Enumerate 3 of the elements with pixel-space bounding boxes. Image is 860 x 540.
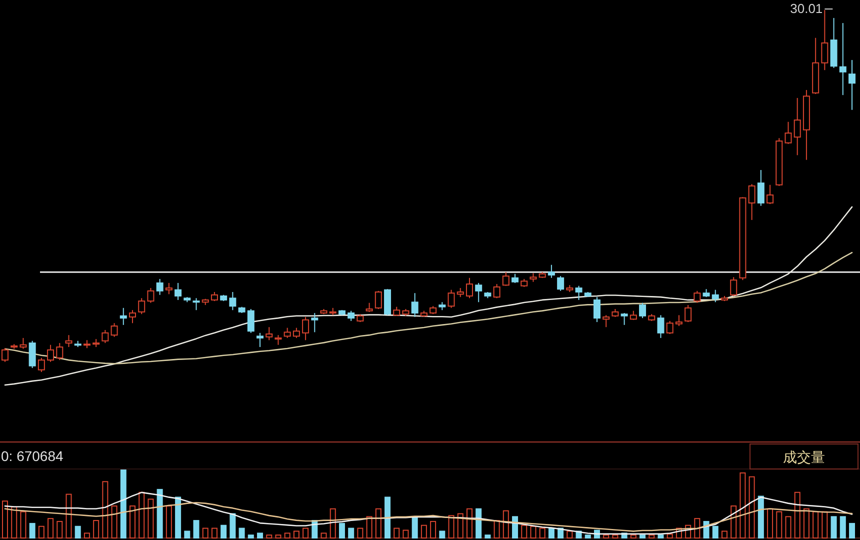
- annotation: 30.01: [790, 1, 823, 16]
- annotation: 0: 670684: [1, 448, 64, 464]
- title: 成交量: [783, 449, 825, 465]
